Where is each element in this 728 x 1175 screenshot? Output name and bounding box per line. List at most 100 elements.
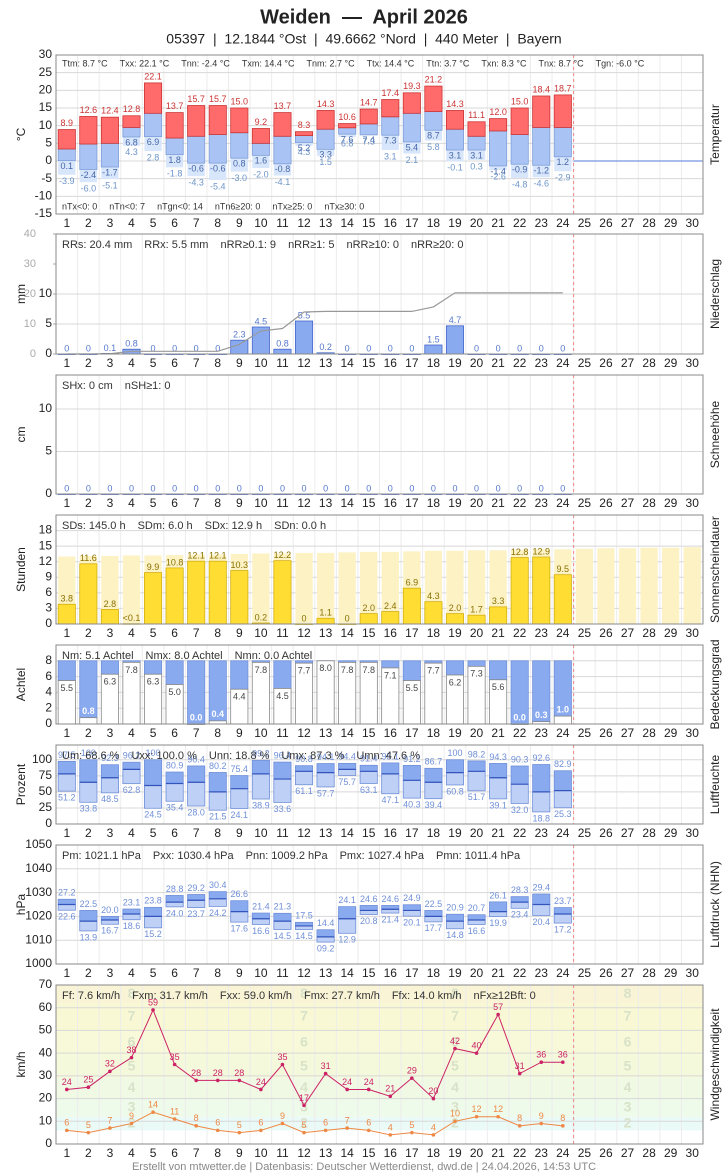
- value-label: 7.8: [362, 665, 375, 675]
- stat-text: SDm: 6.0 h: [138, 520, 193, 532]
- bar: [79, 563, 98, 625]
- x-tick-label: 3: [107, 216, 114, 230]
- min-label: 62.8: [123, 785, 141, 795]
- min-label: 7.4: [362, 135, 375, 145]
- y-tick-label: 1010: [25, 932, 52, 946]
- min-label: 48.5: [101, 794, 119, 804]
- value-label: 0: [345, 343, 350, 353]
- ground-min-label: 4.3: [298, 147, 311, 157]
- lower-bar: [316, 936, 335, 943]
- lower-bar: [424, 916, 443, 923]
- possible-bar: [446, 550, 464, 624]
- x-tick-label: 4: [128, 626, 135, 640]
- ground-min-label: 2.1: [406, 155, 419, 165]
- x-tick-label: 26: [599, 966, 613, 980]
- ground-min-bar: [316, 149, 335, 156]
- max-label: 15.7: [209, 94, 227, 104]
- x-tick-label: 28: [642, 216, 656, 230]
- lower-bar: [338, 918, 357, 934]
- x-tick-label: 2: [85, 966, 92, 980]
- x-tick-label: 11: [276, 966, 289, 980]
- value-label: 0.1: [104, 343, 117, 353]
- min-bar: [122, 127, 141, 138]
- x-tick-label: 24: [556, 216, 570, 230]
- y-tick-label: 20: [39, 83, 53, 97]
- lower-bar: [273, 920, 292, 930]
- possible-bar: [683, 547, 701, 624]
- x-tick-label: 29: [664, 626, 678, 640]
- min-bar: [294, 135, 314, 144]
- value-label: 0: [431, 483, 436, 493]
- x-tick-label: 17: [405, 966, 419, 980]
- x-tick-label: 14: [340, 1146, 354, 1160]
- x-tick-label: 9: [236, 356, 243, 370]
- x-tick-label: 21: [491, 356, 505, 370]
- x-tick-label: 16: [384, 826, 398, 840]
- value-label: 0: [107, 483, 112, 493]
- value-label: 11.6: [80, 553, 97, 563]
- point: [108, 1126, 112, 1130]
- stat-text: SDx: 12.9 h: [205, 520, 262, 532]
- value-label: 0.0: [190, 712, 203, 722]
- max-bar: [122, 115, 141, 128]
- min-label: 23.7: [187, 909, 205, 919]
- point: [302, 1103, 306, 1108]
- lower-bar: [144, 916, 163, 929]
- point: [259, 1128, 263, 1133]
- upper-bar: [57, 898, 76, 905]
- x-tick-label: 14: [340, 966, 354, 980]
- value-label: 12.2: [274, 550, 292, 560]
- max-label: 23.8: [144, 896, 162, 906]
- y-axis-label: Stunden: [14, 547, 28, 592]
- stat-text: Pmx: 1027.4 hPa: [340, 850, 425, 862]
- max-label: 14.7: [360, 97, 378, 107]
- clear-bar: [402, 660, 421, 681]
- max-label: 17.4: [382, 88, 400, 98]
- ground-min-label: -6.0: [81, 184, 97, 194]
- x-tick-label: 15: [362, 826, 376, 840]
- y-tick-label: 1020: [25, 909, 52, 923]
- point: [215, 1128, 220, 1133]
- upper-bar: [338, 906, 357, 920]
- ground-min-bar: [467, 150, 486, 160]
- x-tick-label: 24: [556, 966, 570, 980]
- stat-text: Ttx: 14.4 °C: [367, 58, 415, 68]
- min-label: 3.1: [470, 150, 483, 160]
- stat-text: nTn6≥20: 0: [215, 201, 260, 211]
- x-tick-label: 26: [599, 1146, 613, 1160]
- point: [388, 1094, 393, 1099]
- y-tick-label: 15: [39, 100, 53, 114]
- x-tick-label: 19: [448, 726, 462, 740]
- bar: [359, 613, 378, 625]
- x-tick-label: 17: [405, 826, 419, 840]
- value-label: 7.7: [427, 666, 440, 676]
- value-label: 8: [517, 1113, 522, 1123]
- y-tick-label: 0: [45, 346, 52, 360]
- y-tick-label: 8: [45, 653, 52, 667]
- value-label: 6.3: [147, 677, 160, 687]
- max-label: 29.4: [532, 882, 550, 892]
- max-label: 19.3: [403, 81, 421, 91]
- x-tick-label: 16: [384, 1146, 398, 1160]
- min-label: 6.8: [125, 137, 138, 147]
- stat-text: Tnn: -2.4 °C: [181, 58, 230, 68]
- x-tick-label: 23: [535, 356, 549, 370]
- value-label: 5.5: [298, 310, 311, 320]
- min-bar: [381, 116, 400, 136]
- value-label: 42: [450, 1036, 460, 1046]
- y-tick-label: 70: [39, 977, 53, 991]
- plot-frame: [55, 233, 704, 355]
- x-tick-label: 27: [621, 356, 635, 370]
- x-tick-label: 9: [236, 216, 243, 230]
- beaufort-label: 5: [128, 1057, 136, 1073]
- point: [129, 1121, 134, 1126]
- min-bar: [251, 142, 270, 156]
- y-tick-label: 40: [39, 1045, 53, 1059]
- min-label: -2.4: [81, 170, 97, 180]
- max-label: 12.4: [101, 106, 119, 116]
- value-label: 12.1: [209, 551, 227, 561]
- x-tick-label: 15: [362, 966, 376, 980]
- ground-min-bar: [230, 158, 248, 172]
- max-label: 80.9: [166, 760, 184, 770]
- min-bar: [510, 134, 529, 165]
